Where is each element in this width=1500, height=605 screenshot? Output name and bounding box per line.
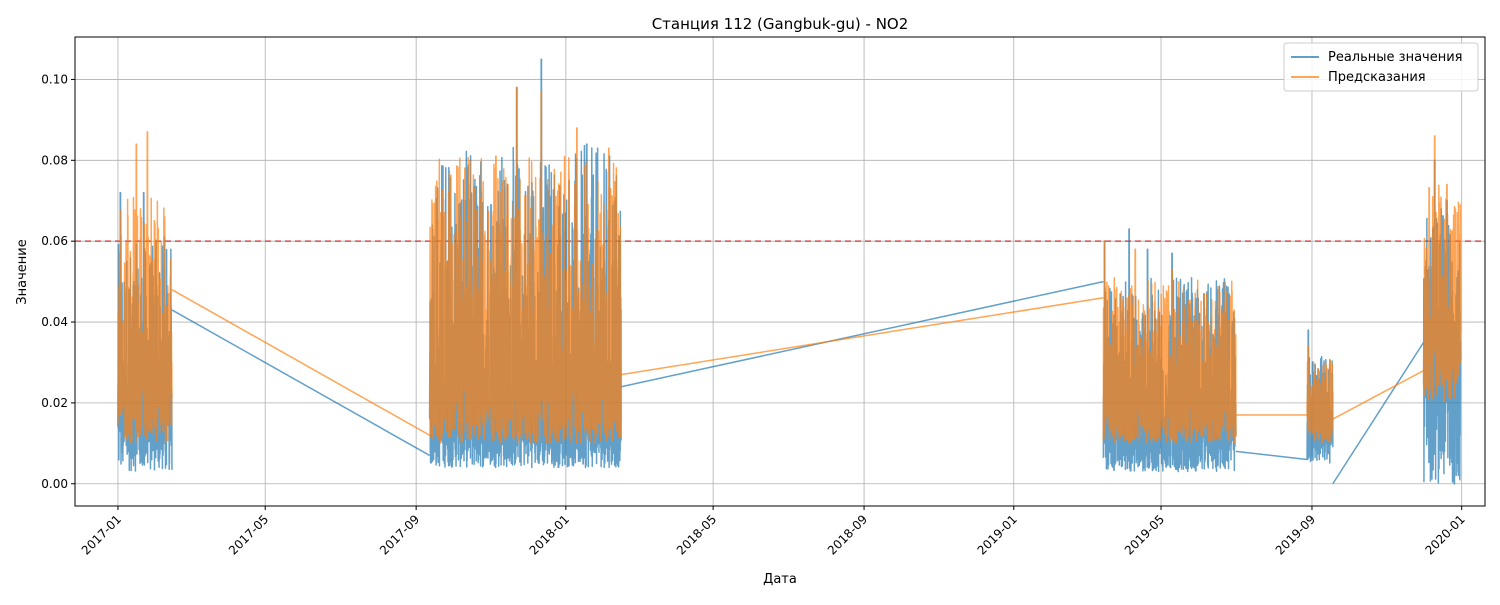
series-layer bbox=[117, 58, 1462, 485]
series-connector bbox=[1332, 341, 1425, 485]
legend-box bbox=[1283, 42, 1479, 92]
y-axis: 0.00 0.02 0.04 0.06 0.08 0.10 bbox=[41, 72, 75, 491]
series-segment bbox=[1306, 345, 1334, 444]
series-segment bbox=[428, 86, 622, 445]
y-tick-label: 0.10 bbox=[41, 72, 68, 86]
chart-title: Станция 112 (Gangbuk-gu) - NO2 bbox=[652, 15, 909, 33]
series-segment bbox=[1102, 240, 1237, 444]
series-connector bbox=[620, 280, 1104, 388]
x-axis-label: Дата bbox=[763, 572, 797, 587]
series-connector bbox=[171, 309, 431, 457]
y-axis-label: Значение bbox=[15, 239, 30, 304]
series-connector bbox=[620, 297, 1104, 376]
series-real bbox=[117, 58, 1462, 485]
series-connector bbox=[171, 289, 431, 436]
y-tick-label: 0.00 bbox=[41, 477, 68, 491]
series-segment bbox=[1422, 159, 1462, 485]
series-segment bbox=[1422, 135, 1462, 403]
series-connector bbox=[1235, 450, 1308, 461]
series-segment bbox=[117, 131, 173, 444]
y-tick-label: 0.04 bbox=[41, 315, 68, 329]
y-tick-label: 0.06 bbox=[41, 234, 68, 248]
legend-label-real: Реальные значения bbox=[1328, 50, 1463, 65]
series-connector bbox=[1332, 369, 1424, 420]
legend: Реальные значения Предсказания bbox=[1283, 42, 1479, 92]
legend-label-predicted: Предсказания bbox=[1328, 70, 1426, 85]
y-tick-label: 0.02 bbox=[41, 396, 68, 410]
series-predicted bbox=[117, 86, 1462, 445]
y-tick-label: 0.08 bbox=[41, 153, 68, 167]
plot-frame bbox=[74, 36, 1486, 507]
